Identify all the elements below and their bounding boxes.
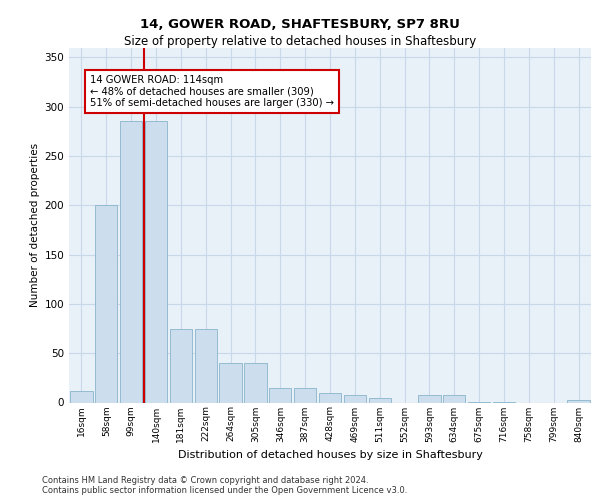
Bar [269,388,292,402]
Bar [145,122,167,402]
Text: Contains public sector information licensed under the Open Government Licence v3: Contains public sector information licen… [42,486,407,495]
Bar [568,400,590,402]
Bar [95,206,118,402]
Bar [70,390,92,402]
Text: 14 GOWER ROAD: 114sqm
← 48% of detached houses are smaller (309)
51% of semi-det: 14 GOWER ROAD: 114sqm ← 48% of detached … [90,75,334,108]
Bar [170,328,192,402]
X-axis label: Distribution of detached houses by size in Shaftesbury: Distribution of detached houses by size … [178,450,482,460]
Bar [294,388,316,402]
Bar [194,328,217,402]
Bar [220,363,242,403]
Bar [319,392,341,402]
Bar [368,398,391,402]
Bar [418,394,440,402]
Bar [443,394,466,402]
Bar [120,122,142,402]
Bar [344,394,366,402]
Text: 14, GOWER ROAD, SHAFTESBURY, SP7 8RU: 14, GOWER ROAD, SHAFTESBURY, SP7 8RU [140,18,460,30]
Text: Contains HM Land Registry data © Crown copyright and database right 2024.: Contains HM Land Registry data © Crown c… [42,476,368,485]
Bar [244,363,266,403]
Y-axis label: Number of detached properties: Number of detached properties [30,143,40,307]
Text: Size of property relative to detached houses in Shaftesbury: Size of property relative to detached ho… [124,35,476,48]
